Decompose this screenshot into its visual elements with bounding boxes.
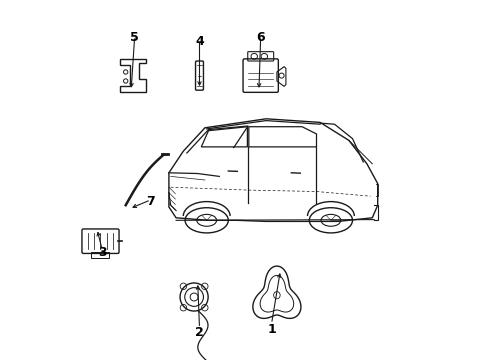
Text: 5: 5: [130, 31, 139, 44]
Text: 6: 6: [256, 31, 264, 44]
Text: 1: 1: [266, 323, 275, 336]
Text: 3: 3: [98, 246, 106, 258]
Text: 7: 7: [146, 195, 155, 208]
Text: 4: 4: [195, 35, 203, 48]
Text: 2: 2: [195, 327, 203, 339]
